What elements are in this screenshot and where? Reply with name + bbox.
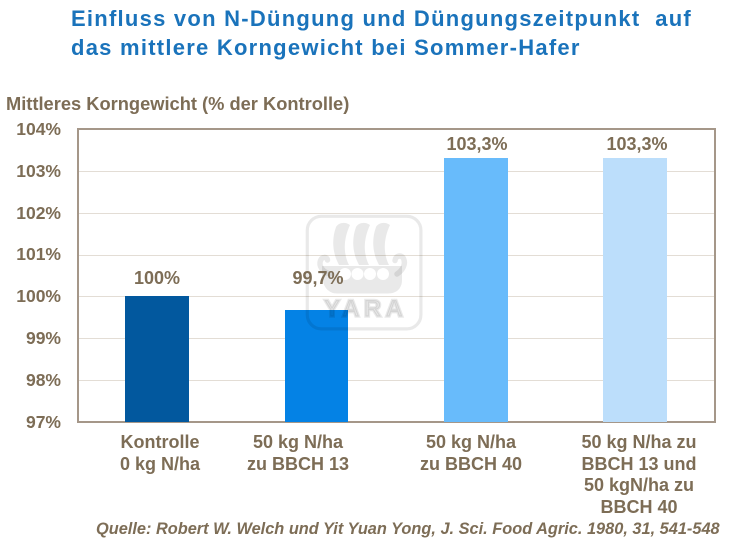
svg-text:YARA: YARA [324, 296, 407, 323]
